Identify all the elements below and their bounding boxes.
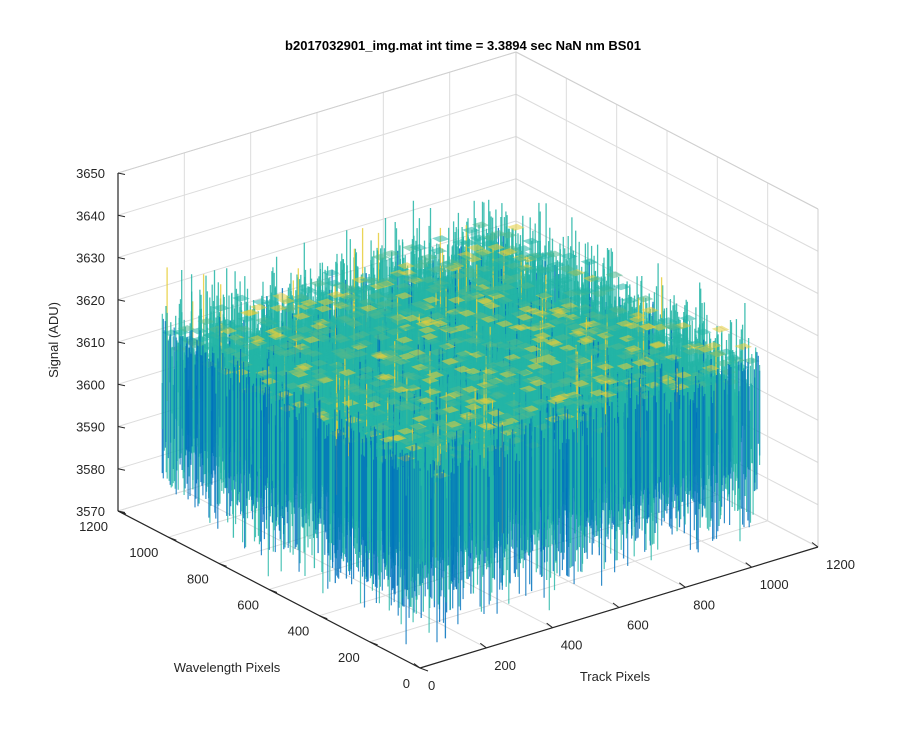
wall-grid-z xyxy=(515,93,819,252)
wall-grid-z xyxy=(117,178,517,301)
box-edge xyxy=(515,51,819,210)
wall-grid-z xyxy=(515,136,819,294)
wall-grid-z xyxy=(117,93,517,216)
box-edge xyxy=(117,51,517,174)
surface-mesh xyxy=(161,199,761,645)
wall-grid-z xyxy=(117,136,517,258)
wall-grid-z xyxy=(515,178,819,337)
floor-grid-y xyxy=(369,520,768,643)
wall-grid-z xyxy=(515,220,819,379)
